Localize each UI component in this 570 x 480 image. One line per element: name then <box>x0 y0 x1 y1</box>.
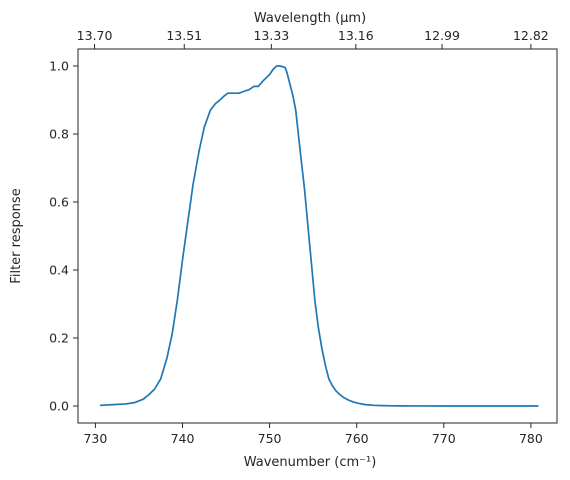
top-tick-label: 13.33 <box>253 28 289 43</box>
top-axis-title: Wavelength (μm) <box>254 11 366 26</box>
top-tick-label: 13.70 <box>77 28 113 43</box>
y-tick-label: 0.6 <box>49 195 69 210</box>
x-tick-label: 730 <box>83 431 107 446</box>
x-tick-label: 770 <box>432 431 456 446</box>
x-tick-label: 740 <box>171 431 195 446</box>
y-tick-label: 0.4 <box>49 263 69 278</box>
plot-frame <box>77 48 558 424</box>
top-tick-label: 13.16 <box>338 28 374 43</box>
y-tick-label: 0.2 <box>49 331 69 346</box>
x-axis-title: Wavenumber (cm⁻¹) <box>244 455 377 470</box>
bottom-x-axis: 730 740 750 760 770 780 <box>83 423 543 446</box>
y-tick-label: 0.0 <box>49 399 69 414</box>
top-tick-label: 13.51 <box>166 28 202 43</box>
series-line-0 <box>99 65 539 407</box>
y-axis-title: Filter response <box>9 188 24 283</box>
top-tick-label: 12.99 <box>424 28 460 43</box>
x-tick-label: 780 <box>519 431 543 446</box>
y-axis: 0.0 0.2 0.4 0.6 0.8 1.0 <box>49 59 78 414</box>
x-tick-label: 760 <box>345 431 369 446</box>
top-x-axis: 13.70 13.51 13.33 13.16 12.99 12.82 <box>77 28 549 49</box>
y-tick-label: 0.8 <box>49 127 69 142</box>
chart-marks <box>99 65 539 407</box>
y-tick-label: 1.0 <box>49 59 69 74</box>
x-tick-label: 750 <box>258 431 282 446</box>
top-tick-label: 12.82 <box>513 28 549 43</box>
